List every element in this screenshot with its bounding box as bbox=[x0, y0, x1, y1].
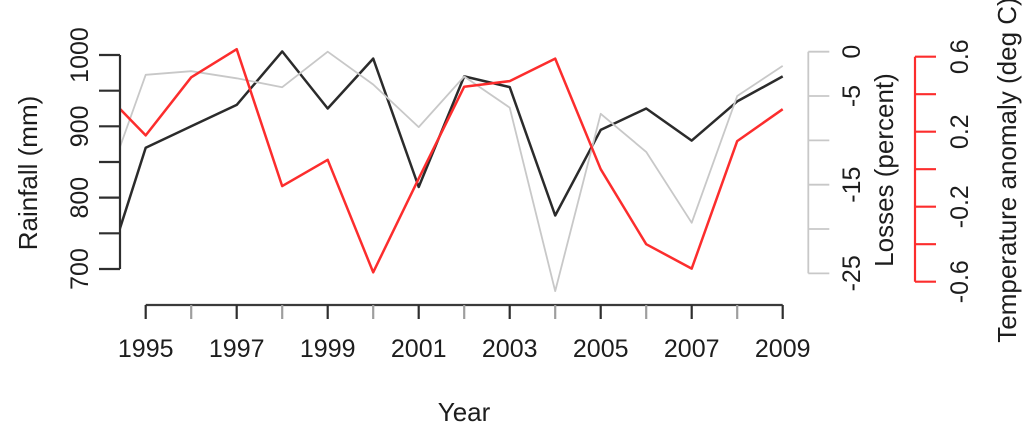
x-tick-label: 2001 bbox=[391, 335, 447, 363]
rainfall-tick-label: 700 bbox=[66, 248, 94, 290]
x-tick-label: 1999 bbox=[300, 335, 356, 363]
rainfall-line bbox=[120, 50, 784, 233]
x-tick-label: 2007 bbox=[664, 335, 720, 363]
x-tick-label: 2009 bbox=[755, 335, 811, 363]
x-axis-title: Year bbox=[438, 397, 491, 427]
losses-tick-label: -15 bbox=[838, 167, 866, 203]
temperature-axis-title: Temperature anomaly (deg C) bbox=[992, 0, 1022, 343]
x-tick-label: 1997 bbox=[209, 335, 265, 363]
temperature-tick-label: 0.2 bbox=[946, 114, 974, 149]
temperature-tick-label: 0.6 bbox=[946, 39, 974, 74]
x-tick-label: 2003 bbox=[482, 335, 538, 363]
rainfall-tick-label: 800 bbox=[66, 177, 94, 219]
x-tick-label: 2005 bbox=[573, 335, 629, 363]
x-tick-label: 1995 bbox=[118, 335, 174, 363]
losses-tick-label: -5 bbox=[838, 85, 866, 107]
losses-tick-label: 0 bbox=[838, 45, 866, 59]
temperature-line bbox=[120, 47, 784, 274]
rainfall-tick-label: 1000 bbox=[66, 27, 94, 83]
rainfall-axis-title: Rainfall (mm) bbox=[13, 96, 43, 251]
losses-axis-title: Losses (percent) bbox=[869, 73, 899, 267]
losses-line bbox=[120, 50, 784, 293]
rainfall-tick-label: 900 bbox=[66, 105, 94, 147]
losses-tick-label: -25 bbox=[838, 255, 866, 291]
temperature-tick-label: -0.6 bbox=[946, 260, 974, 303]
temperature-tick-label: -0.2 bbox=[946, 185, 974, 228]
